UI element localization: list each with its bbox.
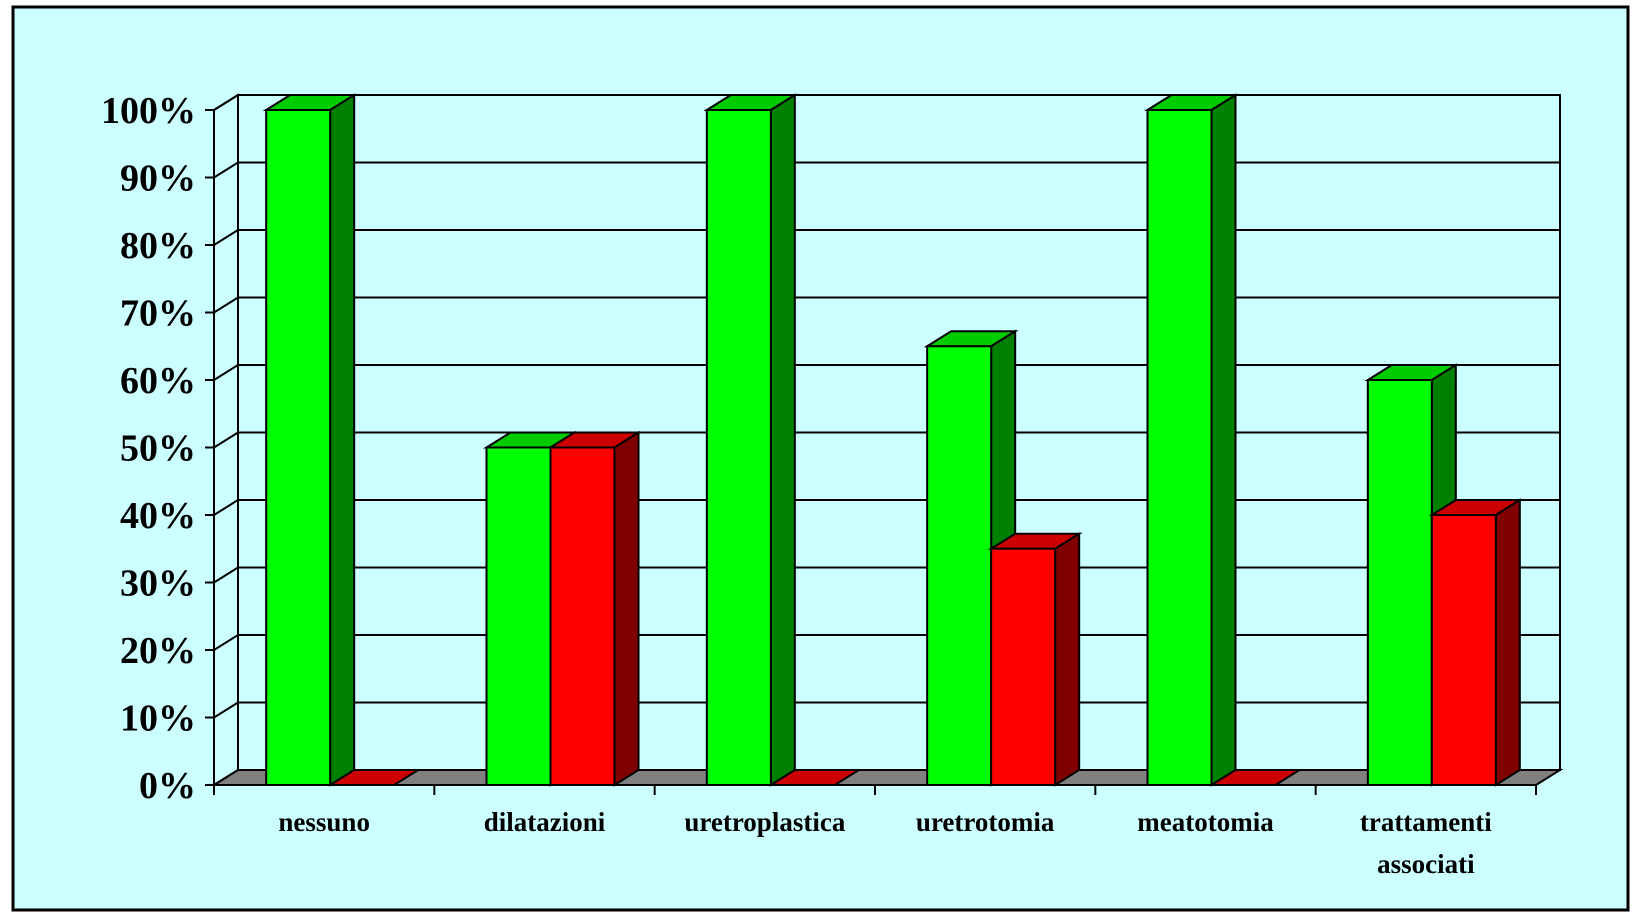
bar-front: [549, 446, 616, 786]
x-tick-label: trattamenti: [1360, 807, 1492, 837]
bar-uretrotomia-s2: [987, 531, 1083, 787]
bar-side: [1054, 531, 1081, 787]
y-tick-label: 60%: [120, 360, 196, 402]
bar-front: [265, 109, 332, 786]
x-tick-label: uretrotomia: [916, 807, 1055, 837]
bar-side: [329, 93, 356, 787]
y-tick-label: 10%: [120, 698, 196, 740]
bar-front: [1430, 514, 1497, 786]
bar-front: [485, 446, 552, 786]
bar-trattamenti-associati-s2: [1428, 498, 1524, 787]
y-tick-label: 30%: [120, 563, 196, 605]
y-tick-label: 20%: [120, 630, 196, 672]
gridline-side: [213, 566, 239, 584]
bar-side: [1210, 93, 1237, 787]
bar-side: [613, 430, 640, 787]
gridline-side: [213, 499, 239, 516]
bar-nessuno-s1: [262, 93, 358, 787]
gridline-side: [213, 634, 239, 651]
bar-side: [769, 93, 796, 787]
bar-side: [1494, 498, 1521, 787]
x-tick-label: meatotomia: [1137, 807, 1274, 837]
bar-meatotomia-s1: [1144, 93, 1239, 787]
y-tick-label: 80%: [120, 225, 196, 267]
y-tick-label: 70%: [120, 293, 196, 335]
gridline-side: [213, 431, 239, 449]
y-tick-label: 90%: [120, 158, 196, 200]
y-tick-label: 100%: [101, 90, 196, 132]
gridline-side: [213, 161, 239, 179]
y-tick-label: 0%: [139, 765, 196, 807]
y-tick-label: 40%: [120, 495, 196, 537]
gridline-side: [213, 94, 239, 111]
bar-front: [705, 109, 772, 786]
bar-front: [1146, 109, 1213, 786]
bar-dilatazioni-s2: [547, 430, 642, 787]
x-tick-label: uretroplastica: [684, 807, 845, 837]
bar-uretroplastica-s1: [703, 93, 799, 787]
gridline-side: [213, 296, 239, 314]
y-tick-label: 50%: [120, 428, 196, 470]
gridline-side: [213, 364, 239, 381]
bar-front: [926, 345, 993, 786]
bar-front: [990, 547, 1057, 786]
gridline-side: [213, 701, 239, 719]
x-tick-label: dilatazioni: [484, 807, 606, 837]
x-tick-label: associati: [1377, 849, 1475, 879]
gridline-side: [213, 229, 239, 246]
x-tick-label: nessuno: [278, 807, 370, 837]
bar-front: [1366, 379, 1433, 786]
